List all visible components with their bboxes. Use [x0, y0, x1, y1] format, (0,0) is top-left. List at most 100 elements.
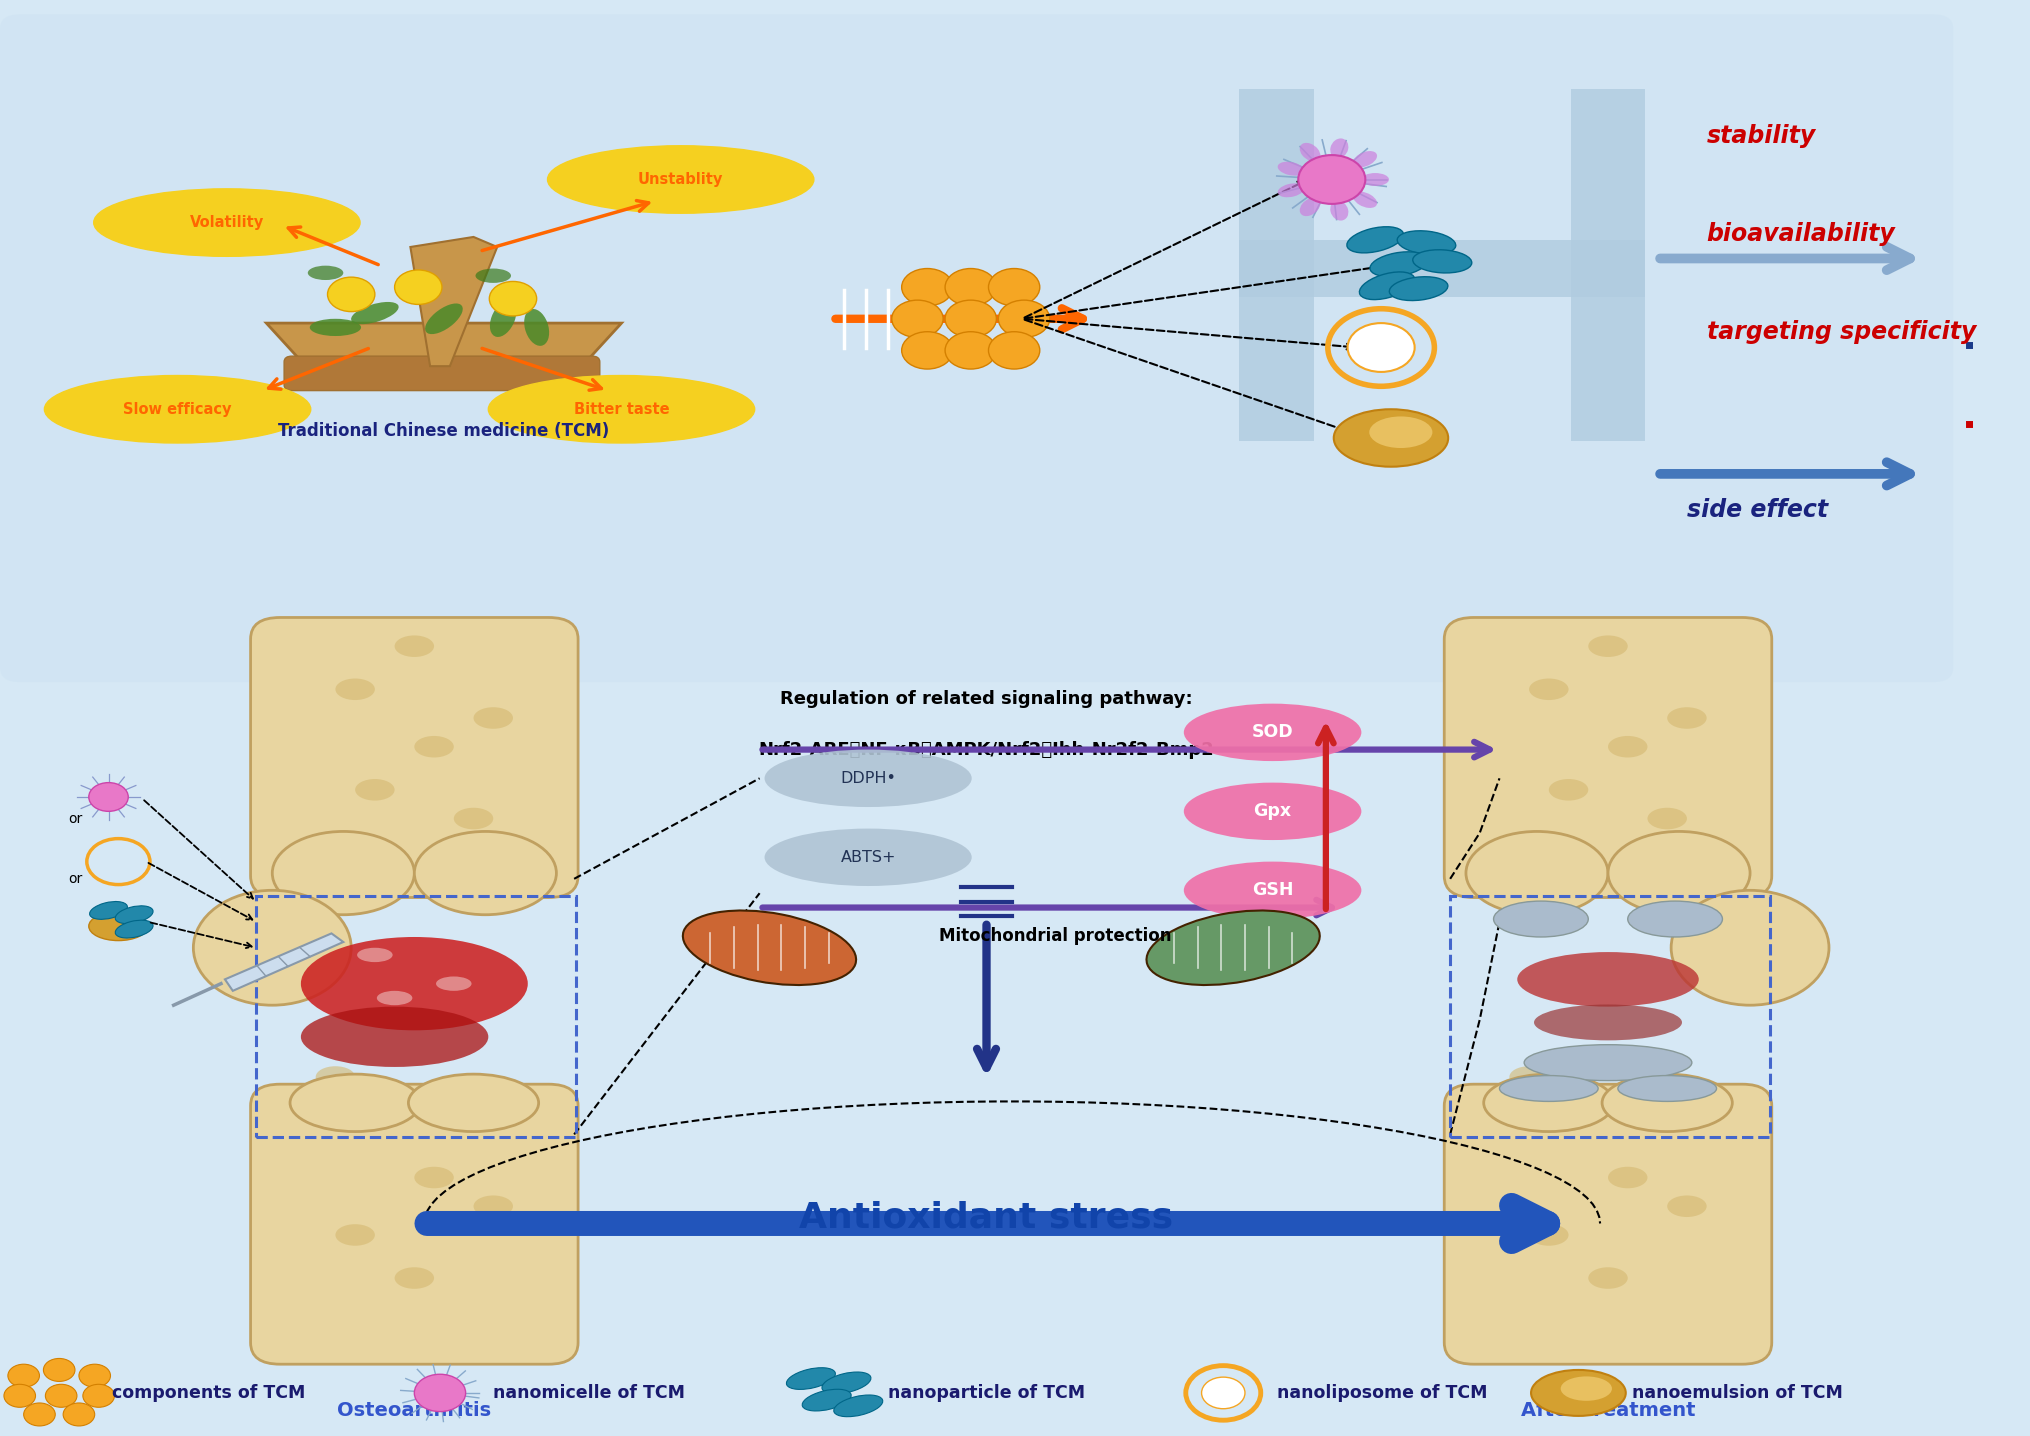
- Text: Regulation of related signaling pathway:: Regulation of related signaling pathway:: [780, 691, 1194, 708]
- Circle shape: [489, 281, 536, 316]
- Ellipse shape: [455, 1081, 493, 1103]
- Text: nanomicelle of TCM: nanomicelle of TCM: [493, 1384, 686, 1402]
- Circle shape: [83, 1384, 114, 1407]
- Ellipse shape: [802, 1389, 851, 1412]
- Polygon shape: [225, 933, 343, 991]
- Ellipse shape: [1183, 704, 1362, 761]
- Ellipse shape: [489, 300, 516, 337]
- Ellipse shape: [357, 948, 392, 962]
- Ellipse shape: [45, 375, 311, 442]
- Circle shape: [43, 1358, 75, 1381]
- Circle shape: [946, 269, 997, 306]
- Ellipse shape: [1147, 910, 1320, 985]
- Ellipse shape: [455, 807, 493, 829]
- Ellipse shape: [1608, 831, 1750, 915]
- FancyBboxPatch shape: [1443, 617, 1772, 898]
- Circle shape: [946, 332, 997, 369]
- Circle shape: [989, 269, 1039, 306]
- Ellipse shape: [317, 850, 355, 872]
- Circle shape: [1366, 336, 1397, 359]
- Ellipse shape: [1362, 174, 1389, 185]
- Text: DDPH•: DDPH•: [840, 771, 895, 785]
- Ellipse shape: [834, 1394, 883, 1417]
- Ellipse shape: [1360, 271, 1415, 300]
- Ellipse shape: [116, 906, 152, 923]
- Text: SOD: SOD: [1253, 724, 1293, 741]
- Ellipse shape: [1529, 1223, 1569, 1246]
- Ellipse shape: [1370, 416, 1433, 448]
- FancyBboxPatch shape: [1571, 89, 1646, 441]
- Text: Nrf2-ARE、NF-κB、AMPK/Nrf2、Ihh-Nr2f2-Bmp2: Nrf2-ARE、NF-κB、AMPK/Nrf2、Ihh-Nr2f2-Bmp2: [759, 741, 1214, 758]
- Circle shape: [8, 1364, 39, 1387]
- Circle shape: [1202, 1377, 1244, 1409]
- Text: nanoemulsion of TCM: nanoemulsion of TCM: [1632, 1384, 1843, 1402]
- Ellipse shape: [524, 309, 550, 346]
- Ellipse shape: [1531, 1370, 1626, 1416]
- Ellipse shape: [414, 735, 455, 758]
- Text: ABTS+: ABTS+: [840, 850, 895, 864]
- Ellipse shape: [424, 303, 463, 335]
- Ellipse shape: [1628, 902, 1721, 936]
- Ellipse shape: [1299, 142, 1320, 161]
- Text: or: or: [67, 811, 81, 826]
- Ellipse shape: [1608, 1166, 1648, 1189]
- FancyBboxPatch shape: [0, 14, 1953, 682]
- Circle shape: [1671, 890, 1829, 1005]
- Ellipse shape: [1397, 231, 1456, 254]
- Ellipse shape: [1413, 250, 1472, 273]
- Circle shape: [414, 1374, 465, 1412]
- Text: nanoparticle of TCM: nanoparticle of TCM: [887, 1384, 1084, 1402]
- Ellipse shape: [309, 266, 343, 280]
- Ellipse shape: [1667, 708, 1707, 729]
- Circle shape: [4, 1384, 35, 1407]
- Polygon shape: [266, 323, 621, 366]
- Ellipse shape: [355, 778, 394, 801]
- Circle shape: [989, 332, 1039, 369]
- Ellipse shape: [473, 1195, 514, 1218]
- Ellipse shape: [1529, 679, 1569, 699]
- Ellipse shape: [473, 708, 514, 729]
- Ellipse shape: [1510, 1066, 1549, 1088]
- Text: Slow efficacy: Slow efficacy: [124, 402, 231, 416]
- Text: After treatment: After treatment: [1520, 1400, 1695, 1420]
- Ellipse shape: [89, 912, 148, 941]
- Ellipse shape: [1500, 1076, 1598, 1101]
- Ellipse shape: [408, 1074, 538, 1132]
- Circle shape: [193, 890, 351, 1005]
- Ellipse shape: [1525, 1045, 1691, 1080]
- Ellipse shape: [1277, 184, 1305, 197]
- Ellipse shape: [1466, 831, 1608, 915]
- Circle shape: [79, 1364, 110, 1387]
- Text: Unstablity: Unstablity: [637, 172, 723, 187]
- Text: Antioxidant stress: Antioxidant stress: [800, 1200, 1173, 1235]
- Circle shape: [901, 269, 952, 306]
- Ellipse shape: [436, 976, 471, 991]
- Ellipse shape: [1648, 1081, 1687, 1103]
- Ellipse shape: [335, 679, 376, 699]
- Ellipse shape: [1354, 191, 1376, 208]
- Ellipse shape: [475, 269, 512, 283]
- Text: nanoliposome of TCM: nanoliposome of TCM: [1277, 1384, 1488, 1402]
- Circle shape: [89, 783, 128, 811]
- Circle shape: [394, 270, 443, 304]
- Text: components of TCM: components of TCM: [112, 1384, 307, 1402]
- Circle shape: [946, 300, 997, 337]
- Ellipse shape: [89, 902, 128, 919]
- Circle shape: [24, 1403, 55, 1426]
- Ellipse shape: [317, 1066, 355, 1088]
- Text: bioavailability: bioavailability: [1707, 223, 1896, 246]
- Circle shape: [999, 300, 1050, 337]
- Ellipse shape: [1561, 1376, 1612, 1402]
- Ellipse shape: [335, 1223, 376, 1246]
- Text: Volatility: Volatility: [189, 215, 264, 230]
- Text: Mitochondrial protection: Mitochondrial protection: [940, 928, 1171, 945]
- Ellipse shape: [351, 302, 398, 325]
- Ellipse shape: [1277, 162, 1305, 175]
- FancyBboxPatch shape: [284, 356, 599, 391]
- Text: Traditional Chinese medicine (TCM): Traditional Chinese medicine (TCM): [278, 422, 609, 439]
- Ellipse shape: [414, 831, 556, 915]
- Ellipse shape: [300, 938, 528, 1031]
- Ellipse shape: [1535, 1005, 1683, 1040]
- Ellipse shape: [1587, 1268, 1628, 1290]
- Ellipse shape: [548, 145, 814, 214]
